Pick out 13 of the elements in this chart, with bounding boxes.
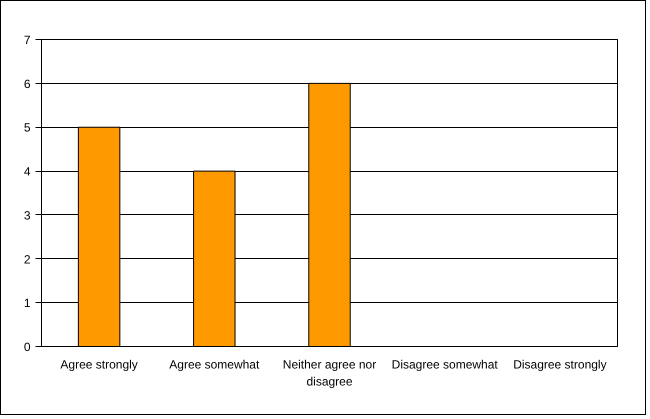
y-tick-label: 5	[24, 120, 31, 135]
y-tick-label: 6	[24, 76, 31, 91]
x-tick-label: Neither agree nor disagree	[282, 358, 376, 388]
y-tick-label: 4	[24, 164, 31, 179]
x-tick-label: Disagree somewhat	[392, 358, 498, 372]
x-tick-label: Agree strongly	[60, 358, 138, 372]
x-tick-label: Disagree strongly	[513, 358, 607, 372]
y-tick-label: 0	[24, 340, 31, 354]
y-tick-label: 2	[24, 252, 31, 266]
y-tick-label: 1	[24, 296, 31, 310]
x-tick-label: Agree somewhat	[169, 358, 260, 372]
y-tick-label: 3	[24, 208, 31, 222]
y-tick-label: 7	[24, 33, 31, 47]
